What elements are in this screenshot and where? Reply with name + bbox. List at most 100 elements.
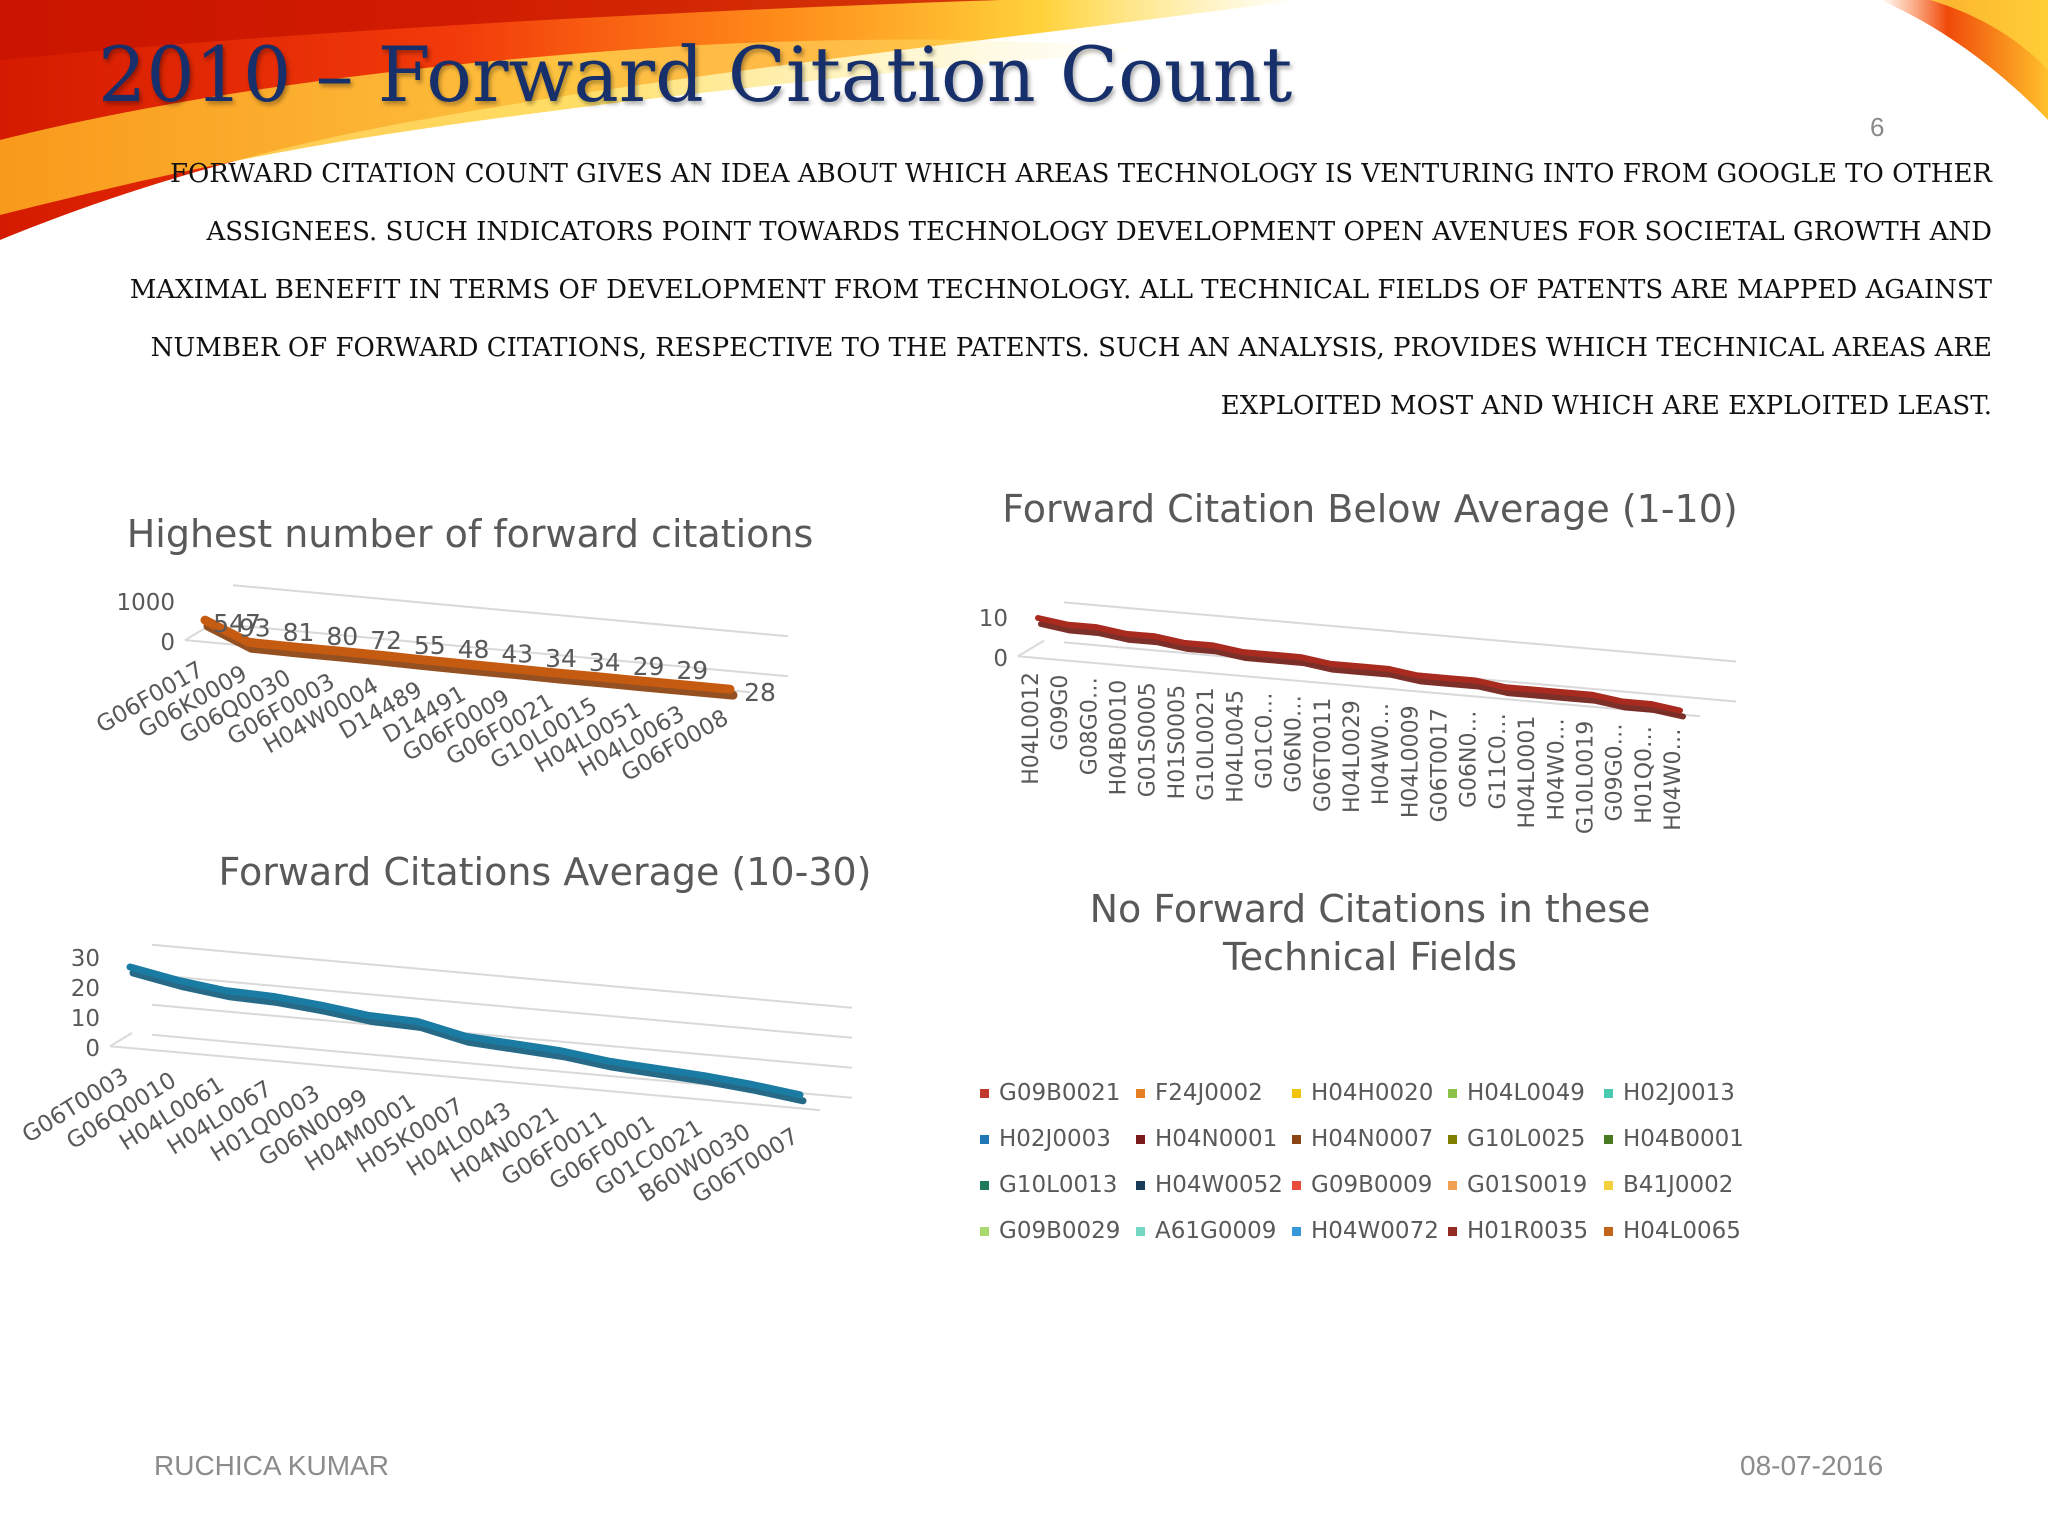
data-point: [416, 1020, 419, 1023]
x-category-label: H04W0…: [1369, 703, 1394, 805]
gridline: [151, 943, 853, 1009]
y-tick-label: 0: [85, 1036, 100, 1062]
y-tick-label: 0: [993, 646, 1008, 672]
series-line-shadow: [1038, 621, 1686, 720]
legend-swatch: [980, 1088, 989, 1098]
data-label: 93: [239, 613, 271, 642]
data-label: 28: [744, 678, 776, 707]
gridline: [232, 624, 789, 678]
legend-label: B41J0002: [1623, 1172, 1734, 1198]
legend-item: H02J0013: [1604, 1080, 1760, 1106]
legend-swatch: [1136, 1134, 1145, 1144]
x-category-label: G01S0005: [1136, 682, 1161, 797]
y-tick-label: 20: [71, 976, 100, 1002]
data-point: [655, 1067, 658, 1070]
legend-item: G10L0013: [980, 1172, 1136, 1198]
data-point: [1445, 676, 1448, 679]
series-line-shadow: [129, 969, 807, 1105]
legend-label: H04W0052: [1155, 1172, 1283, 1198]
data-label: 34: [545, 644, 577, 673]
legend-label: H02J0003: [999, 1126, 1111, 1152]
data-point: [291, 645, 294, 648]
data-point: [1182, 641, 1185, 644]
data-point: [1503, 686, 1506, 689]
data-label: 81: [283, 618, 315, 647]
series-line: [126, 963, 804, 1099]
legend-swatch: [1448, 1226, 1457, 1236]
legend-item: G09B0009: [1292, 1172, 1448, 1198]
x-axis-line: [109, 1045, 821, 1112]
legend-label: H04N0007: [1311, 1126, 1434, 1152]
data-point: [379, 654, 381, 657]
data-point: [1037, 617, 1039, 619]
data-point: [320, 1004, 323, 1007]
legend-swatch: [1292, 1226, 1301, 1236]
slide-description: Forward citation count gives an idea abo…: [129, 159, 1992, 421]
data-point: [176, 979, 179, 982]
x-category-label: G01C0…: [1252, 693, 1277, 789]
legend-item: H04N0007: [1292, 1126, 1448, 1152]
depth-line: [1017, 639, 1045, 658]
legend-label: G01S0019: [1467, 1172, 1588, 1198]
data-point: [464, 1035, 466, 1038]
legend-label: H04H0020: [1311, 1080, 1434, 1106]
data-point: [1095, 626, 1098, 629]
chart1-title: Highest number of forward citations: [126, 512, 814, 556]
legend-item: G01S0019: [1448, 1172, 1604, 1198]
y-tick-label: 30: [71, 946, 100, 972]
data-point: [1591, 693, 1594, 696]
chart4-legend: G09B0021 F24J0002 H04H0020 H04L0049 H02J0013…: [980, 1080, 1760, 1244]
x-category-label: H04L0029: [1340, 700, 1365, 813]
legend-item: H04W0052: [1136, 1172, 1292, 1198]
chart4-title: No Forward Citations in these Technical …: [1089, 887, 1651, 979]
legend-swatch: [1292, 1134, 1301, 1144]
legend-label: G09B0021: [999, 1080, 1121, 1106]
data-point: [247, 641, 250, 644]
series-line-shadow: [203, 621, 738, 700]
x-category-label: G06T0011: [1311, 698, 1336, 812]
legend-label: H04B0001: [1623, 1126, 1744, 1152]
legend-swatch: [1136, 1088, 1145, 1098]
x-category-label: H04W0…: [1544, 718, 1569, 820]
data-point: [799, 1093, 801, 1096]
legend-label: F24J0002: [1155, 1080, 1263, 1106]
data-point: [368, 1014, 371, 1017]
legend-swatch: [1448, 1088, 1457, 1098]
chart2-title: Forward Citations Average (10-30): [218, 850, 872, 894]
legend-item: A61G0009: [1136, 1218, 1292, 1244]
data-point: [1387, 667, 1390, 670]
x-category-label: H04B0010: [1107, 680, 1132, 796]
legend-swatch: [980, 1180, 989, 1190]
data-point: [204, 619, 206, 622]
legend-label: H04L0065: [1623, 1218, 1741, 1244]
gridline: [1063, 601, 1737, 663]
gridline: [151, 973, 853, 1039]
data-point: [510, 667, 513, 670]
data-label: 34: [589, 648, 621, 677]
data-point: [1153, 635, 1156, 638]
legend-item: H01R0035: [1448, 1218, 1604, 1244]
data-label: 72: [370, 626, 402, 655]
data-point: [1474, 679, 1477, 682]
chart3-title: Forward Citation Below Average (1-10): [1002, 487, 1738, 531]
data-label: 29: [676, 656, 708, 685]
x-category-label: G09G0: [1048, 675, 1073, 751]
legend-label: H02J0013: [1623, 1080, 1735, 1106]
slide-number: 6: [1870, 112, 1885, 142]
data-point: [559, 1049, 562, 1052]
legend-item: B41J0002: [1604, 1172, 1760, 1198]
data-point: [1358, 665, 1360, 668]
x-category-label: H04W0…: [1661, 728, 1686, 830]
data-point: [1649, 702, 1652, 705]
legend-label: H01R0035: [1467, 1218, 1589, 1244]
flame-banner: [0, 0, 2048, 240]
legend-swatch: [980, 1226, 989, 1236]
legend-item: H04H0020: [1292, 1080, 1448, 1106]
legend-item: H02J0003: [980, 1126, 1136, 1152]
data-point: [1416, 674, 1419, 677]
slide-title: 2010 – Forward Citation Count: [98, 30, 1293, 119]
legend-item: G09B0021: [980, 1080, 1136, 1106]
legend-label: A61G0009: [1155, 1218, 1277, 1244]
x-category-label: H04L0009: [1398, 705, 1423, 818]
